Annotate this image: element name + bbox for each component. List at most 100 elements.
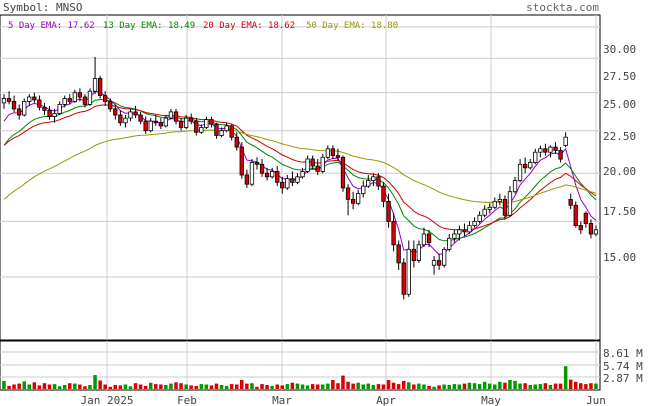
candle-body bbox=[128, 111, 133, 119]
volume-bar bbox=[477, 384, 482, 389]
volume-bar bbox=[579, 383, 583, 389]
volume-bar bbox=[27, 384, 31, 389]
volume-bar bbox=[32, 382, 37, 389]
candle-body bbox=[563, 136, 568, 146]
candle-body bbox=[269, 170, 275, 178]
candle-body bbox=[11, 101, 17, 110]
volume-bar bbox=[386, 380, 391, 389]
volume-bar bbox=[518, 383, 522, 389]
candle-body bbox=[391, 220, 396, 246]
volume-bar bbox=[98, 380, 102, 389]
candle-body bbox=[173, 111, 179, 122]
volume-bar bbox=[437, 385, 441, 389]
volume-bars bbox=[2, 366, 598, 389]
candle-body bbox=[47, 110, 52, 117]
candle-body bbox=[280, 181, 285, 189]
candle-body bbox=[482, 208, 487, 216]
volume-bar bbox=[93, 375, 97, 389]
candle-body bbox=[441, 248, 447, 266]
volume-bar bbox=[255, 386, 259, 389]
candle-body bbox=[452, 233, 457, 239]
candle-body bbox=[285, 178, 290, 189]
candle-body bbox=[27, 96, 32, 102]
candle-body bbox=[538, 148, 543, 153]
volume-bar bbox=[589, 383, 593, 389]
candle-body bbox=[275, 170, 280, 183]
volume-bar bbox=[493, 384, 497, 389]
volume-bar bbox=[73, 383, 77, 389]
candle-body bbox=[593, 229, 599, 235]
volume-bar bbox=[300, 384, 305, 389]
volume-bar bbox=[224, 385, 229, 389]
candle-body bbox=[224, 125, 229, 132]
volume-tick-label: 8.61 M bbox=[603, 347, 643, 360]
candle-body bbox=[381, 185, 386, 202]
candle-body bbox=[376, 176, 381, 187]
candle-body bbox=[138, 114, 143, 122]
legend-ema13: 13 Day EMA: 18.49 bbox=[103, 21, 195, 31]
candle-body bbox=[325, 148, 331, 158]
volume-bar bbox=[402, 380, 406, 389]
candle-body bbox=[512, 180, 518, 193]
volume-bar bbox=[305, 385, 310, 389]
candle-body bbox=[153, 120, 158, 124]
candle-body bbox=[37, 99, 42, 108]
volume-bar bbox=[7, 385, 11, 389]
volume-bar bbox=[42, 383, 47, 389]
candle-body bbox=[92, 78, 98, 92]
x-label: Feb bbox=[177, 394, 197, 406]
volume-bar bbox=[422, 384, 426, 389]
candle-body bbox=[219, 130, 224, 136]
volume-bar bbox=[391, 382, 396, 389]
candle-body bbox=[148, 120, 153, 132]
volume-bar bbox=[442, 384, 446, 389]
volume-bar bbox=[280, 385, 284, 389]
candle-body bbox=[411, 248, 417, 262]
volume-bar bbox=[169, 383, 173, 389]
volume-bar bbox=[594, 383, 598, 389]
volume-bar bbox=[452, 384, 457, 389]
volume-bar bbox=[482, 381, 487, 389]
candle-body bbox=[578, 225, 583, 231]
volume-bar bbox=[321, 384, 325, 389]
ema-line-13 bbox=[3, 98, 597, 242]
candle-body bbox=[361, 185, 366, 195]
volume-bar bbox=[508, 380, 512, 389]
candle-body bbox=[118, 114, 123, 124]
candle-body bbox=[431, 260, 437, 266]
price-axis: 30.00 27.50 25.00 22.50 20.00 17.50 15.0… bbox=[603, 43, 636, 264]
candle-body bbox=[426, 233, 432, 244]
candle-body bbox=[168, 111, 174, 119]
volume-bar bbox=[189, 385, 193, 389]
symbol-label: Symbol: MNSO bbox=[3, 1, 82, 14]
volume-bar bbox=[199, 384, 204, 389]
legend-ema50: 50 Day EMA: 18.80 bbox=[306, 21, 398, 31]
volume-bar bbox=[2, 380, 6, 389]
candle-body bbox=[330, 148, 336, 157]
candle-body bbox=[507, 191, 513, 216]
volume-bar bbox=[270, 385, 274, 389]
candle-body bbox=[16, 108, 22, 116]
volume-bar bbox=[103, 384, 107, 389]
candle-body bbox=[350, 198, 356, 204]
candle-body bbox=[472, 220, 477, 226]
volume-bar bbox=[341, 375, 345, 389]
candle-body bbox=[421, 233, 427, 246]
volume-tick-label: 2.87 M bbox=[603, 372, 643, 385]
candle-body bbox=[158, 122, 164, 127]
volume-bar bbox=[371, 385, 376, 389]
volume-bar bbox=[57, 386, 62, 389]
volume-bar bbox=[563, 366, 568, 389]
candle-body bbox=[239, 146, 244, 176]
candle-body bbox=[366, 180, 371, 187]
candle-body bbox=[386, 200, 391, 222]
candle-body bbox=[477, 214, 482, 222]
volume-bar bbox=[295, 383, 300, 389]
volume-bar bbox=[447, 385, 451, 389]
candle-body bbox=[396, 244, 401, 264]
volume-bar bbox=[310, 384, 315, 389]
volume-bar bbox=[62, 385, 67, 389]
candle-body bbox=[573, 204, 578, 227]
candle-body bbox=[52, 113, 57, 117]
